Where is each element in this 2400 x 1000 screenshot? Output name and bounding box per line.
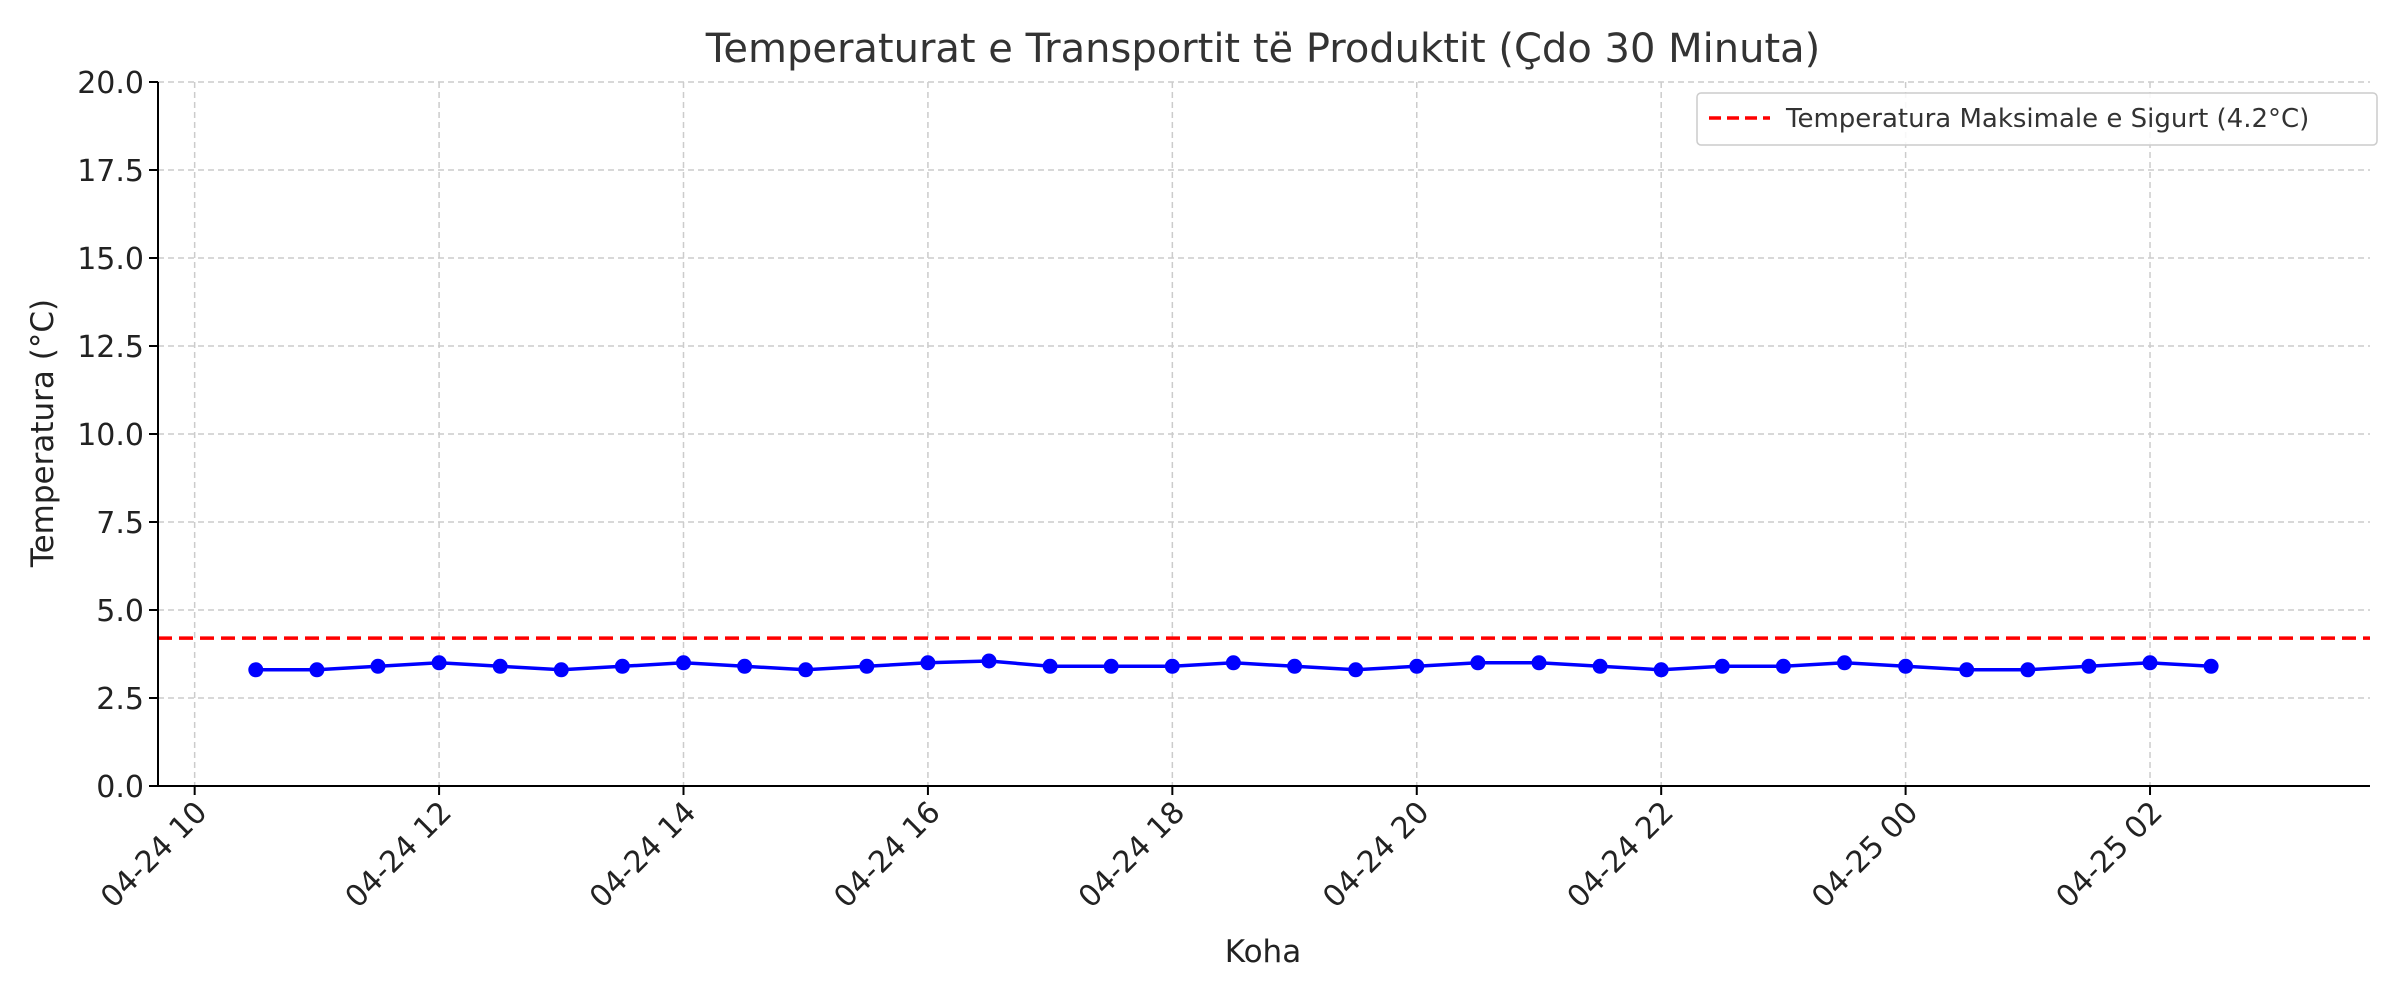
data-point (1103, 658, 1119, 674)
data-point (1959, 662, 1975, 678)
data-point (431, 655, 447, 671)
x-axis-label: Koha (1225, 934, 1301, 970)
data-point (1714, 658, 1730, 674)
x-tick-label: 04-24 18 (1072, 795, 1192, 915)
data-point (2020, 662, 2036, 678)
y-tick-label: 2.5 (96, 682, 144, 717)
y-tick-label: 5.0 (96, 594, 144, 629)
data-point (1348, 662, 1364, 678)
x-tick-label: 04-24 20 (1316, 795, 1436, 915)
legend: Temperatura Maksimale e Sigurt (4.2°C) (1696, 92, 2378, 146)
x-tick-label: 04-24 16 (827, 795, 947, 915)
data-point (1164, 658, 1180, 674)
data-point (309, 662, 325, 678)
y-tick-label: 0.0 (96, 770, 144, 805)
data-point (981, 653, 997, 669)
data-point (798, 662, 814, 678)
data-point (920, 655, 936, 671)
data-point (859, 658, 875, 674)
data-point (1837, 655, 1852, 671)
data-point (492, 658, 508, 674)
chart-title: Temperaturat e Transportit të Produktit … (705, 26, 1821, 72)
legend-box (1696, 92, 2378, 146)
data-point (737, 658, 753, 674)
y-tick-label: 15.0 (77, 242, 144, 277)
data-point (1287, 658, 1303, 674)
data-point (676, 655, 691, 671)
x-tick-label: 04-25 02 (2050, 795, 2170, 915)
grid-lines (158, 81, 2370, 787)
y-tick-label: 7.5 (96, 506, 144, 541)
data-point (1409, 658, 1425, 674)
x-tick-label: 04-24 14 (583, 795, 703, 915)
x-axis-ticks: 04-24 10 04-24 12 04-24 14 04-24 16 04-24 18… (94, 786, 2170, 915)
data-point (248, 662, 264, 678)
x-tick-label: 04-24 12 (339, 795, 459, 915)
data-point (1225, 655, 1241, 671)
data-point (1470, 655, 1486, 671)
data-point (1653, 662, 1669, 678)
y-tick-label: 12.5 (77, 330, 144, 365)
data-point (370, 658, 386, 674)
y-tick-label: 10.0 (77, 418, 144, 453)
y-axis-label: Temperatura (°C) (25, 299, 61, 568)
y-tick-label: 17.5 (77, 154, 144, 189)
y-axis-ticks: 0.0 2.5 5.0 7.5 10.0 12.5 15.0 17.5 20.0 (77, 66, 158, 805)
data-point (2081, 658, 2097, 674)
x-tick-label: 04-25 00 (1805, 795, 1925, 915)
x-tick-label: 04-24 10 (94, 795, 214, 915)
data-point (1592, 658, 1608, 674)
data-point (1042, 658, 1058, 674)
data-point (1898, 658, 1914, 674)
data-series (248, 653, 2219, 678)
data-point (614, 658, 630, 674)
data-point (1531, 655, 1547, 671)
data-point (2142, 655, 2158, 671)
data-point (1775, 658, 1791, 674)
data-point (553, 662, 569, 678)
y-tick-label: 20.0 (77, 66, 144, 101)
x-tick-label: 04-24 22 (1561, 795, 1681, 915)
data-point (2203, 658, 2219, 674)
legend-entry-label: Temperatura Maksimale e Sigurt (4.2°C) (1785, 104, 2309, 134)
